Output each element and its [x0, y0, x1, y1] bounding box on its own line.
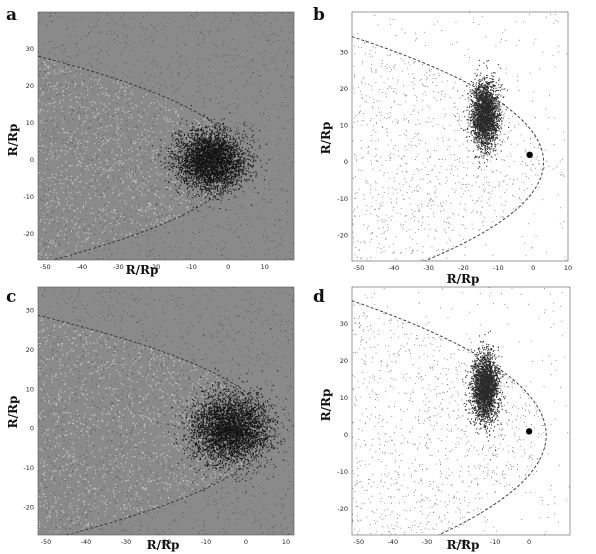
- y-tick-label: 20: [340, 85, 348, 93]
- panel-a-label: a: [6, 5, 17, 25]
- planet-marker: [526, 151, 533, 159]
- x-tick-label: -40: [388, 538, 399, 546]
- x-tick-label: -10: [201, 538, 212, 546]
- dense-cluster: [462, 330, 510, 461]
- x-tick-label: 0: [531, 264, 535, 272]
- panel-b-label: b: [313, 5, 325, 25]
- y-tick-label: 30: [340, 320, 348, 328]
- y-tick-label: 10: [340, 394, 348, 402]
- panel-d: d -50 -40 -30 -20 -10 0 30 20 10 0 -10 -20 R/Rp R/R…: [313, 286, 571, 552]
- y-tick-label: 20: [26, 346, 34, 354]
- x-tick-label: 10: [564, 264, 572, 272]
- panel-b-ylabel: R/Rp: [319, 122, 333, 155]
- plot-frame: [37, 11, 295, 261]
- x-tick-label: 0: [527, 538, 531, 546]
- y-tick-label: 20: [340, 357, 348, 365]
- y-tick-label: 30: [26, 45, 34, 53]
- panel-a-xlabel: R/Rp: [126, 263, 159, 277]
- dense-cluster: [157, 368, 294, 493]
- panel-c-label: c: [6, 287, 16, 307]
- x-tick-label: -30: [113, 263, 124, 271]
- x-tick-label: -40: [77, 263, 88, 271]
- x-tick-label: -20: [161, 538, 172, 546]
- x-tick-label: -10: [490, 538, 501, 546]
- panel-b: b -50 -40 -30 -20 -10 0 10 30 20 10 0 -10 -20 R/Rp R…: [313, 5, 572, 286]
- y-tick-label: -10: [23, 193, 34, 201]
- x-tick-label: -40: [388, 264, 399, 272]
- y-tick-label: -20: [337, 505, 348, 513]
- particle-cloud: [352, 12, 568, 261]
- plot-frame: [351, 11, 569, 262]
- x-tick-label: -20: [150, 263, 161, 271]
- dense-cluster: [460, 59, 510, 169]
- boundary-curve: [352, 300, 547, 535]
- x-tick-label: -50: [40, 263, 51, 271]
- particle-cloud: [38, 287, 294, 535]
- x-tick-label: -20: [458, 264, 469, 272]
- y-tick-label: 10: [340, 122, 348, 130]
- boundary-curve: [352, 36, 545, 261]
- x-tick-label: -20: [456, 538, 467, 546]
- particle-cloud: [352, 287, 570, 535]
- plot-frame: [37, 286, 295, 536]
- y-tick-label: 0: [30, 156, 34, 164]
- panel-c-plot: -50 -40 -30 -20 -10 0 10 30 20 10 0 -10 -20: [23, 286, 295, 546]
- y-tick-label: 30: [340, 48, 348, 56]
- x-tick-label: -50: [41, 538, 52, 546]
- panel-c-xlabel: R/Rp: [147, 538, 180, 552]
- panel-d-xlabel: R/Rp: [447, 538, 480, 552]
- panel-c: c -50 -40 -30 -20 -10 0 10 30 20 10 0 -10 -20 R/Rp R…: [6, 286, 295, 552]
- x-tick-label: -30: [121, 538, 132, 546]
- panel-b-plot: -50 -40 -30 -20 -10 0 10 30 20 10 0 -10 -20: [337, 11, 572, 272]
- y-tick-label: 10: [26, 119, 34, 127]
- x-tick-label: -50: [354, 538, 365, 546]
- plot-background: [352, 287, 570, 535]
- x-tick-label: -40: [81, 538, 92, 546]
- panel-b-xlabel: R/Rp: [447, 272, 480, 286]
- plot-frame: [351, 286, 571, 536]
- x-tick-label: 10: [261, 263, 269, 271]
- x-tick-label: 10: [282, 538, 290, 546]
- y-tick-label: -10: [337, 468, 348, 476]
- x-tick-label: -50: [354, 264, 365, 272]
- y-tick-label: -20: [23, 230, 34, 238]
- panel-d-plot: -50 -40 -30 -20 -10 0 30 20 10 0 -10 -20: [337, 286, 571, 546]
- y-tick-label: -20: [337, 231, 348, 239]
- planet-marker: [525, 428, 533, 435]
- panel-d-label: d: [313, 287, 325, 307]
- y-tick-label: 20: [26, 82, 34, 90]
- light-speckle: [38, 58, 239, 260]
- plot-background: [352, 12, 568, 261]
- panel-a-ylabel: R/Rp: [6, 124, 20, 157]
- y-tick-label: -10: [23, 464, 34, 472]
- dense-cluster: [151, 105, 270, 212]
- y-tick-label: 30: [26, 307, 34, 315]
- y-tick-label: -10: [337, 195, 348, 203]
- light-speckle: [38, 317, 270, 535]
- y-tick-label: 0: [30, 425, 34, 433]
- x-tick-label: -10: [493, 264, 504, 272]
- y-tick-label: 0: [344, 158, 348, 166]
- y-tick-label: 10: [26, 385, 34, 393]
- y-tick-label: 0: [344, 431, 348, 439]
- x-tick-label: -30: [422, 538, 433, 546]
- panel-c-ylabel: R/Rp: [6, 396, 20, 429]
- x-tick-label: -30: [423, 264, 434, 272]
- x-tick-label: 0: [244, 538, 248, 546]
- panel-d-ylabel: R/Rp: [319, 389, 333, 422]
- panel-a: a -50 -40 -30 -20 -10 0 10 30 20 10 0 -10 -20 R/Rp R…: [6, 5, 295, 277]
- x-tick-label: -10: [186, 263, 197, 271]
- particle-cloud: [38, 12, 294, 260]
- panel-a-plot: -50 -40 -30 -20 -10 0 10 30 20 10 0 -10 -20: [23, 11, 295, 271]
- y-tick-label: -20: [23, 503, 34, 511]
- x-tick-label: 0: [226, 263, 230, 271]
